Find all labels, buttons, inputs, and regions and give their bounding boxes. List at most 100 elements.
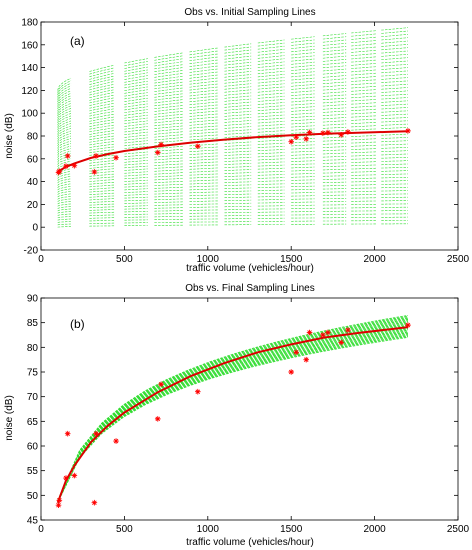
sampling-line bbox=[57, 325, 409, 502]
observation-point bbox=[113, 438, 119, 444]
plot-frame bbox=[40, 21, 459, 251]
sampling-line bbox=[57, 327, 409, 502]
y-tick-label: 80 bbox=[27, 343, 39, 354]
sampling-line bbox=[57, 97, 409, 140]
observation-point bbox=[320, 332, 326, 338]
sampling-line bbox=[57, 329, 409, 503]
fit-line bbox=[56, 326, 409, 504]
sampling-line bbox=[57, 190, 409, 205]
observation-point bbox=[194, 143, 201, 150]
y-tick-label: 90 bbox=[27, 294, 39, 305]
chart-title: Obs vs. Initial Sampling Lines bbox=[184, 7, 315, 18]
y-axis-ticks: -20 0 20 40 60 80 100 120 140 160 180 bbox=[21, 18, 458, 257]
sampling-line bbox=[57, 323, 409, 502]
x-axis-label: traffic volume (vehicles/hour) bbox=[186, 537, 314, 548]
observation-point bbox=[405, 128, 411, 134]
y-tick-label: 45 bbox=[27, 516, 39, 527]
y-tick-label: 140 bbox=[21, 63, 38, 74]
y-tick-label: 60 bbox=[27, 154, 39, 165]
y-tick-label: 100 bbox=[21, 109, 38, 120]
observation-point bbox=[71, 472, 78, 479]
observation-point bbox=[288, 138, 294, 145]
x-axis-ticks: 0 500 1000 1500 2000 2500 bbox=[38, 298, 470, 535]
sampling-line bbox=[57, 80, 409, 128]
observation-point bbox=[303, 136, 310, 142]
sampling-line bbox=[57, 330, 409, 503]
sampling-line bbox=[57, 220, 408, 226]
y-tick-label: 20 bbox=[27, 200, 39, 211]
observation-point bbox=[405, 322, 411, 328]
sampling-lines bbox=[57, 315, 409, 503]
chart-panel-a: Obs vs. Initial Sampling Lines 0 500 1000 1… bbox=[4, 7, 470, 274]
sampling-line bbox=[57, 30, 409, 93]
sampling-line bbox=[57, 315, 409, 501]
sampling-line bbox=[57, 103, 409, 144]
sampling-line bbox=[57, 73, 409, 123]
observation-point bbox=[154, 149, 161, 156]
sampling-line bbox=[57, 117, 409, 154]
observation-point bbox=[345, 129, 351, 135]
observation-point bbox=[154, 416, 161, 422]
observation-point bbox=[93, 430, 99, 437]
observation-point bbox=[194, 388, 201, 395]
observation-point bbox=[325, 129, 331, 136]
y-axis-label: noise (dB) bbox=[4, 395, 15, 441]
observation-point bbox=[91, 169, 98, 175]
sampling-line bbox=[57, 127, 409, 161]
sampling-line bbox=[57, 100, 409, 142]
sampling-line bbox=[57, 322, 409, 502]
sampling-line bbox=[57, 334, 409, 503]
sampling-line bbox=[57, 27, 409, 91]
sampling-line bbox=[57, 316, 409, 501]
observation-point bbox=[293, 134, 300, 140]
sampling-line bbox=[57, 83, 409, 130]
sampling-line bbox=[57, 90, 409, 135]
sampling-line bbox=[57, 183, 408, 200]
sampling-line bbox=[57, 332, 409, 503]
observation-point bbox=[338, 132, 345, 138]
plot-frame bbox=[40, 297, 459, 521]
sampling-line bbox=[57, 47, 409, 105]
observation-point bbox=[56, 497, 63, 504]
sampling-line bbox=[57, 163, 408, 186]
fit-curve bbox=[56, 326, 409, 504]
sampling-line bbox=[57, 213, 408, 221]
observation-point bbox=[306, 129, 313, 136]
x-tick-label: 1000 bbox=[197, 524, 220, 535]
sampling-line bbox=[57, 110, 409, 149]
x-axis-label: traffic volume (vehicles/hour) bbox=[186, 263, 314, 274]
sampling-line bbox=[57, 326, 409, 502]
y-tick-label: -20 bbox=[24, 246, 39, 257]
sampling-line bbox=[57, 60, 409, 114]
x-tick-label: 1000 bbox=[197, 254, 220, 265]
sampling-line bbox=[57, 320, 409, 501]
sampling-line bbox=[57, 324, 409, 502]
sampling-line bbox=[57, 70, 409, 121]
sampling-lines bbox=[57, 27, 409, 228]
y-tick-label: 160 bbox=[21, 40, 38, 51]
x-tick-label: 1500 bbox=[280, 524, 303, 535]
observation-point bbox=[306, 329, 313, 336]
observation-markers bbox=[55, 322, 411, 508]
sampling-line bbox=[57, 40, 409, 100]
sampling-line bbox=[57, 93, 409, 137]
observation-point bbox=[345, 327, 351, 333]
sampling-line bbox=[57, 64, 409, 116]
observation-markers bbox=[55, 128, 411, 176]
y-tick-label: 65 bbox=[27, 417, 39, 428]
chart-panel-b: Obs vs. Final Sampling Lines 0 500 1000 150… bbox=[4, 283, 470, 548]
sampling-line bbox=[57, 210, 408, 219]
observation-point bbox=[338, 339, 345, 346]
y-tick-label: 80 bbox=[27, 132, 39, 143]
x-tick-label: 2000 bbox=[363, 524, 386, 535]
observation-point bbox=[93, 153, 99, 159]
observation-point bbox=[325, 329, 331, 336]
sampling-line bbox=[57, 318, 409, 501]
x-tick-label: 2500 bbox=[447, 254, 470, 265]
observation-point bbox=[288, 369, 294, 375]
sampling-line bbox=[57, 317, 409, 501]
sampling-line bbox=[57, 50, 409, 107]
chart-title: Obs vs. Final Sampling Lines bbox=[185, 283, 315, 294]
y-tick-label: 50 bbox=[27, 491, 39, 502]
